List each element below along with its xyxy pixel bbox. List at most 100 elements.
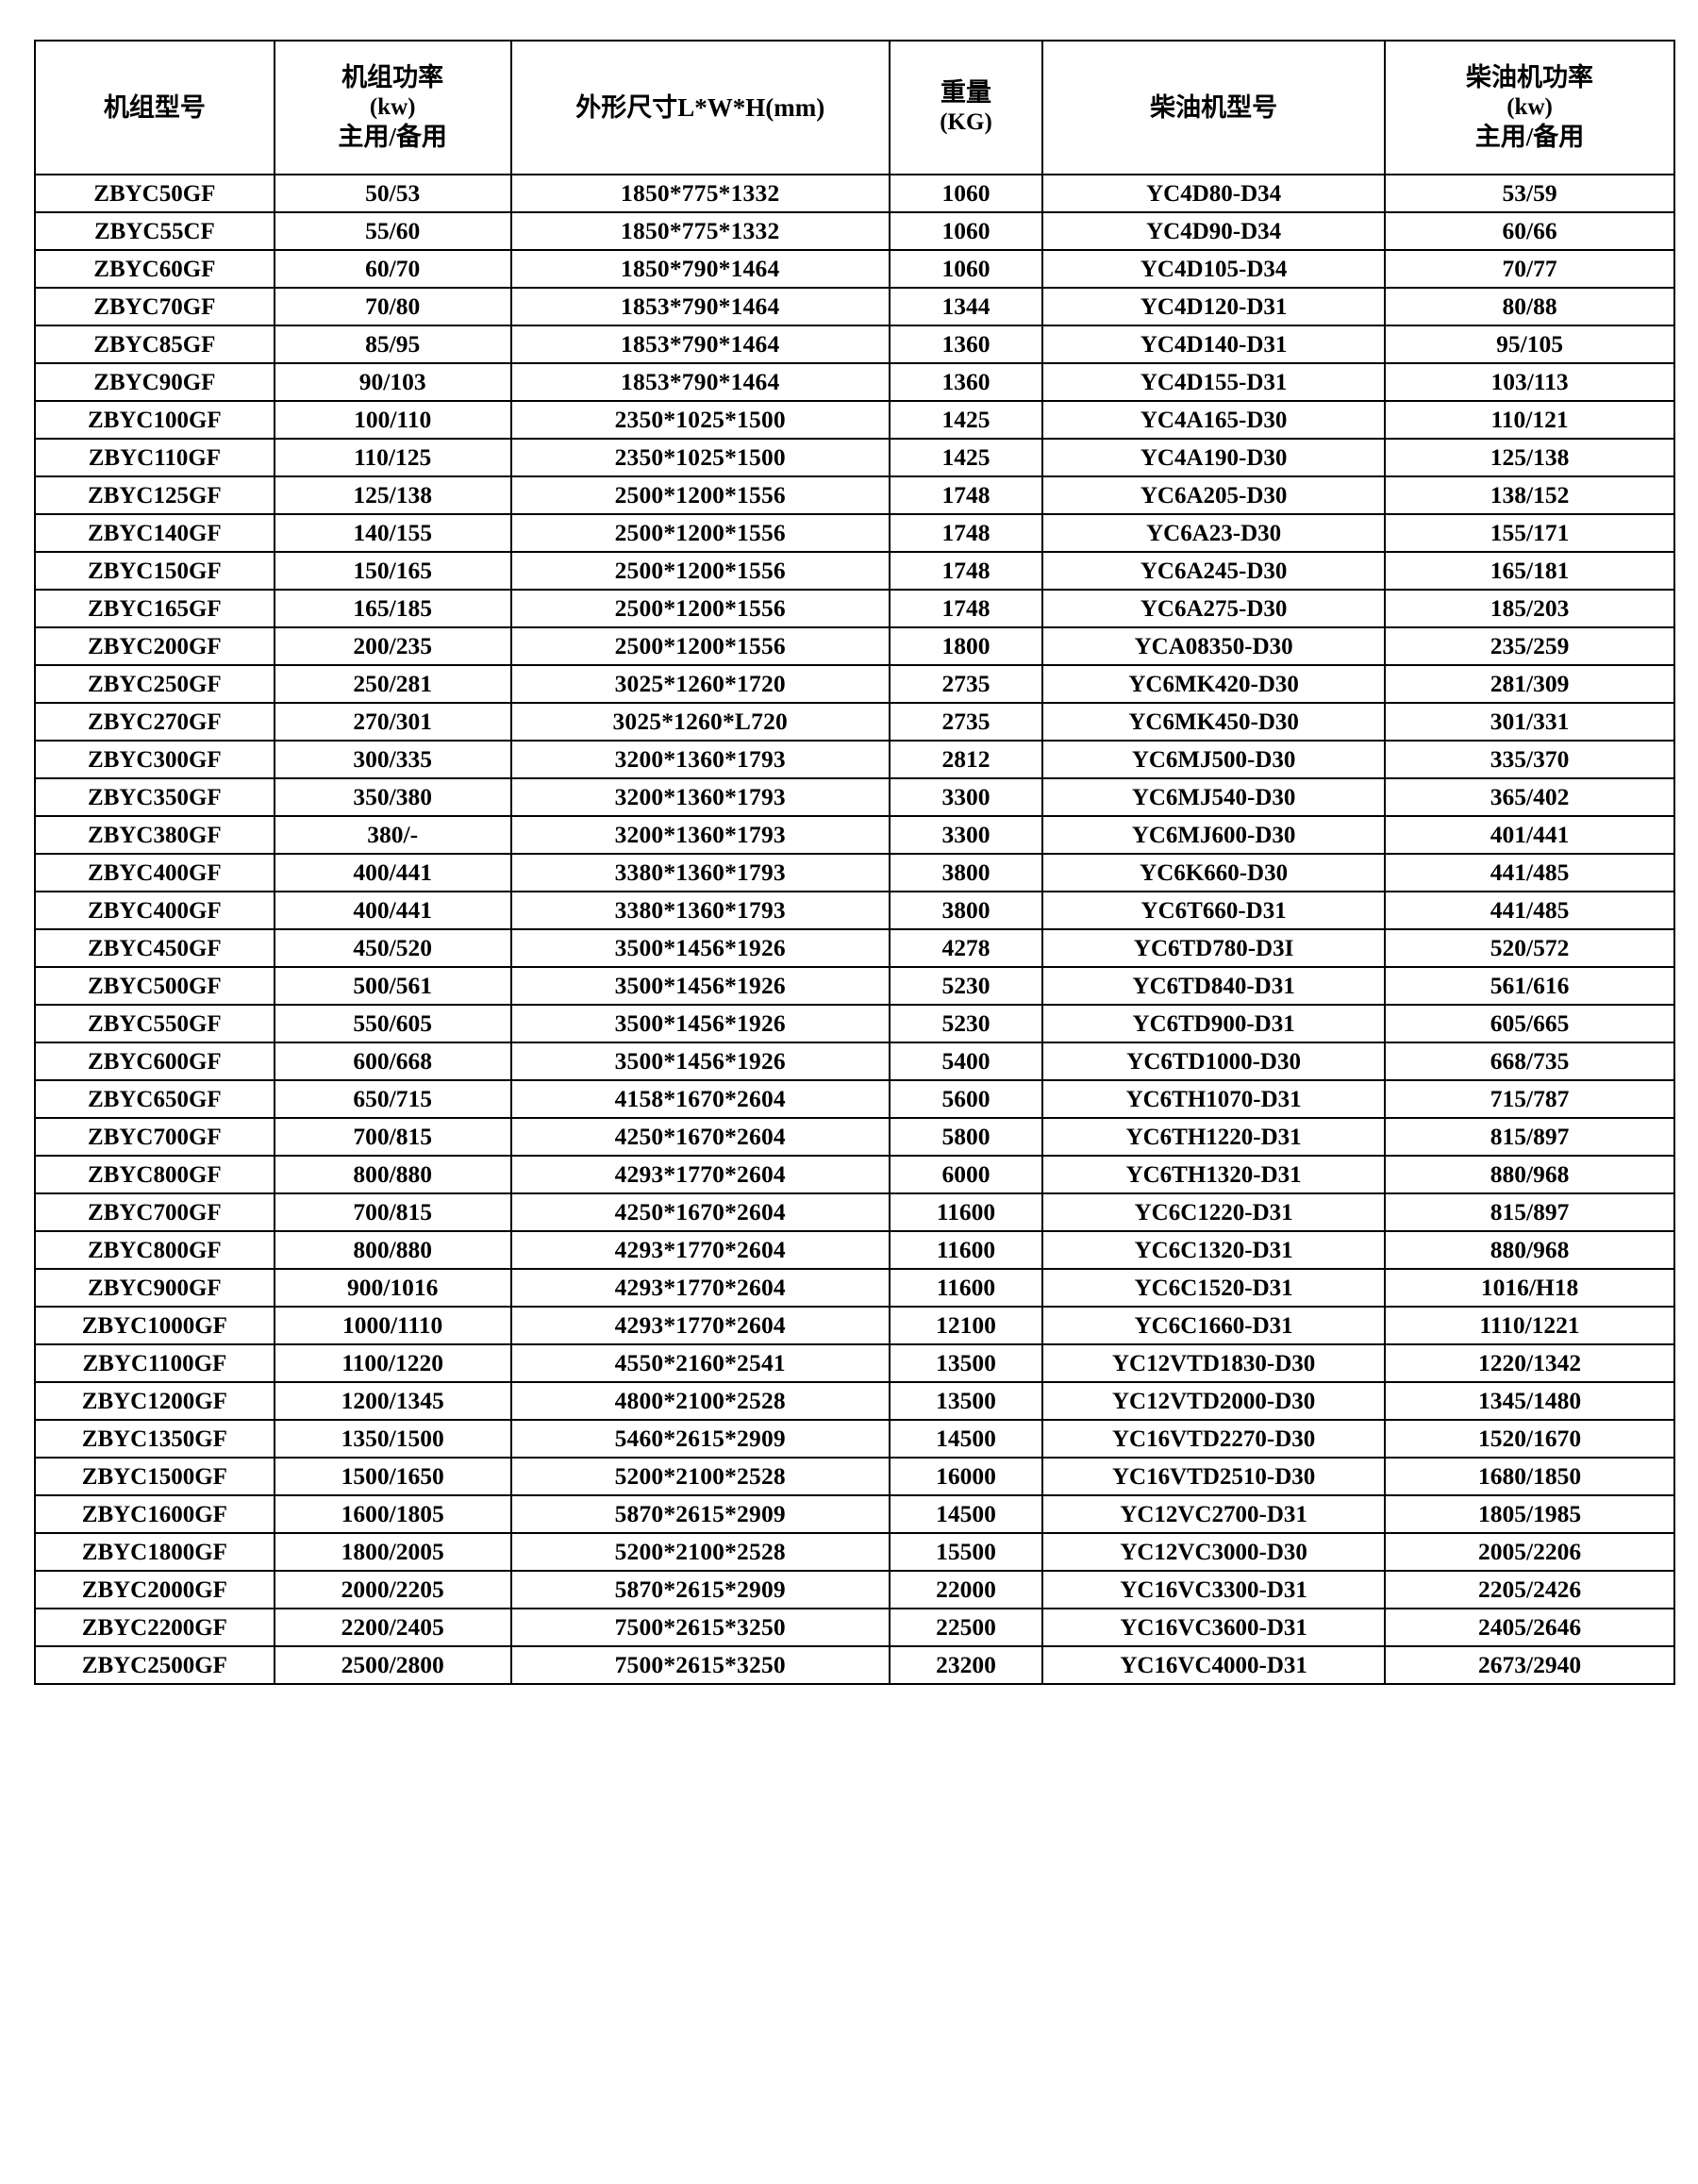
- cell-engine-model: YC12VTD1830-D30: [1041, 1343, 1387, 1383]
- table-row: ZBYC700GF 700/815 4250*1670*2604 5800 YC6TH1…: [34, 1117, 1675, 1157]
- cell-dimensions: 5870*2615*2909: [509, 1570, 891, 1609]
- cell-unit-model: ZBYC70GF: [34, 287, 275, 326]
- cell-engine-power: 70/77: [1384, 249, 1675, 289]
- cell-weight: 3300: [888, 815, 1044, 855]
- cell-dimensions: 1853*790*1464: [509, 287, 891, 326]
- cell-weight: 1360: [888, 325, 1044, 364]
- cell-dimensions: 4800*2100*2528: [509, 1381, 891, 1421]
- cell-engine-model: YC4D90-D34: [1041, 211, 1387, 251]
- cell-weight: 12100: [888, 1306, 1044, 1345]
- cell-dimensions: 3500*1456*1926: [509, 1042, 891, 1081]
- cell-engine-power: 110/121: [1384, 400, 1675, 440]
- cell-engine-model: YC16VC3600-D31: [1041, 1608, 1387, 1647]
- cell-dimensions: 4550*2160*2541: [509, 1343, 891, 1383]
- table-row: ZBYC1100GF 1100/1220 4550*2160*2541 13500 YC…: [34, 1343, 1675, 1383]
- cell-engine-power: 441/485: [1384, 853, 1675, 892]
- cell-unit-model: ZBYC50GF: [34, 174, 275, 213]
- cell-unit-power: 2200/2405: [273, 1608, 512, 1647]
- cell-dimensions: 2500*1200*1556: [509, 513, 891, 553]
- table-row: ZBYC90GF 90/103 1853*790*1464 1360 YC4D155-D…: [34, 362, 1675, 402]
- cell-engine-power: 281/309: [1384, 664, 1675, 704]
- table-row: ZBYC650GF 650/715 4158*1670*2604 5600 YC6TH1…: [34, 1079, 1675, 1119]
- cell-weight: 5230: [888, 966, 1044, 1006]
- cell-dimensions: 5200*2100*2528: [509, 1457, 891, 1496]
- table-row: ZBYC1200GF 1200/1345 4800*2100*2528 13500 YC…: [34, 1381, 1675, 1421]
- cell-engine-power: 668/735: [1384, 1042, 1675, 1081]
- cell-engine-power: 2405/2646: [1384, 1608, 1675, 1647]
- cell-unit-model: ZBYC1800GF: [34, 1532, 275, 1572]
- cell-dimensions: 1850*790*1464: [509, 249, 891, 289]
- cell-engine-model: YC4D80-D34: [1041, 174, 1387, 213]
- cell-unit-power: 400/441: [273, 853, 512, 892]
- table-row: ZBYC270GF 270/301 3025*1260*L720 2735 YC6MK4…: [34, 702, 1675, 742]
- cell-unit-power: 600/668: [273, 1042, 512, 1081]
- cell-weight: 1060: [888, 211, 1044, 251]
- table-row: ZBYC450GF 450/520 3500*1456*1926 4278 YC6TD7…: [34, 928, 1675, 968]
- cell-weight: 14500: [888, 1494, 1044, 1534]
- column-header-dimensions: 外形尺寸L*W*H(mm): [509, 40, 891, 175]
- cell-engine-power: 715/787: [1384, 1079, 1675, 1119]
- cell-weight: 11600: [888, 1192, 1044, 1232]
- cell-engine-power: 95/105: [1384, 325, 1675, 364]
- cell-unit-power: 1000/1110: [273, 1306, 512, 1345]
- table-row: ZBYC1350GF 1350/1500 5460*2615*2909 14500 YC…: [34, 1419, 1675, 1459]
- cell-unit-power: 550/605: [273, 1004, 512, 1043]
- cell-unit-model: ZBYC85GF: [34, 325, 275, 364]
- cell-engine-power: 2673/2940: [1384, 1645, 1675, 1685]
- cell-unit-power: 800/880: [273, 1230, 512, 1270]
- cell-engine-power: 520/572: [1384, 928, 1675, 968]
- cell-dimensions: 7500*2615*3250: [509, 1645, 891, 1685]
- cell-weight: 1800: [888, 626, 1044, 666]
- cell-unit-model: ZBYC600GF: [34, 1042, 275, 1081]
- cell-unit-model: ZBYC1100GF: [34, 1343, 275, 1383]
- cell-unit-model: ZBYC250GF: [34, 664, 275, 704]
- cell-unit-power: 1800/2005: [273, 1532, 512, 1572]
- column-header-line: 重量: [941, 78, 992, 108]
- cell-engine-model: YC6MK450-D30: [1041, 702, 1387, 742]
- table-row: ZBYC110GF 110/125 2350*1025*1500 1425 YC4A19…: [34, 438, 1675, 477]
- cell-engine-power: 103/113: [1384, 362, 1675, 402]
- cell-engine-power: 1680/1850: [1384, 1457, 1675, 1496]
- cell-unit-model: ZBYC450GF: [34, 928, 275, 968]
- cell-unit-power: 1500/1650: [273, 1457, 512, 1496]
- cell-weight: 5400: [888, 1042, 1044, 1081]
- cell-unit-power: 300/335: [273, 740, 512, 779]
- cell-unit-power: 200/235: [273, 626, 512, 666]
- cell-engine-model: YC6TH1220-D31: [1041, 1117, 1387, 1157]
- cell-unit-model: ZBYC350GF: [34, 777, 275, 817]
- table-body: ZBYC50GF 50/53 1850*775*1332 1060 YC4D80-D34…: [34, 174, 1675, 1685]
- cell-dimensions: 4293*1770*2604: [509, 1155, 891, 1194]
- cell-unit-power: 800/880: [273, 1155, 512, 1194]
- table-row: ZBYC125GF 125/138 2500*1200*1556 1748 YC6A20…: [34, 475, 1675, 515]
- table-row: ZBYC700GF 700/815 4250*1670*2604 11600 YC6C1…: [34, 1192, 1675, 1232]
- column-header-engine-power: 柴油机功率 (kw) 主用/备用: [1384, 40, 1675, 175]
- cell-dimensions: 2500*1200*1556: [509, 589, 891, 628]
- cell-dimensions: 5200*2100*2528: [509, 1532, 891, 1572]
- cell-engine-power: 235/259: [1384, 626, 1675, 666]
- cell-dimensions: 3025*1260*1720: [509, 664, 891, 704]
- cell-unit-power: 2500/2800: [273, 1645, 512, 1685]
- cell-unit-model: ZBYC60GF: [34, 249, 275, 289]
- cell-engine-model: YC6A205-D30: [1041, 475, 1387, 515]
- cell-engine-power: 2005/2206: [1384, 1532, 1675, 1572]
- cell-engine-power: 561/616: [1384, 966, 1675, 1006]
- column-header-line: 机组型号: [103, 92, 206, 122]
- cell-engine-power: 365/402: [1384, 777, 1675, 817]
- cell-unit-model: ZBYC1000GF: [34, 1306, 275, 1345]
- cell-unit-model: ZBYC650GF: [34, 1079, 275, 1119]
- cell-engine-model: YC12VC2700-D31: [1041, 1494, 1387, 1534]
- cell-unit-model: ZBYC125GF: [34, 475, 275, 515]
- cell-unit-model: ZBYC700GF: [34, 1117, 275, 1157]
- cell-unit-power: 1200/1345: [273, 1381, 512, 1421]
- column-header-line: 主用/备用: [1474, 123, 1585, 152]
- cell-weight: 1748: [888, 513, 1044, 553]
- cell-dimensions: 5870*2615*2909: [509, 1494, 891, 1534]
- cell-weight: 23200: [888, 1645, 1044, 1685]
- cell-engine-power: 80/88: [1384, 287, 1675, 326]
- cell-unit-model: ZBYC1500GF: [34, 1457, 275, 1496]
- cell-dimensions: 4293*1770*2604: [509, 1230, 891, 1270]
- table-row: ZBYC800GF 800/880 4293*1770*2604 6000 YC6TH1…: [34, 1155, 1675, 1194]
- cell-engine-model: YC4D140-D31: [1041, 325, 1387, 364]
- cell-engine-model: YC6A23-D30: [1041, 513, 1387, 553]
- cell-engine-model: YC6TD900-D31: [1041, 1004, 1387, 1043]
